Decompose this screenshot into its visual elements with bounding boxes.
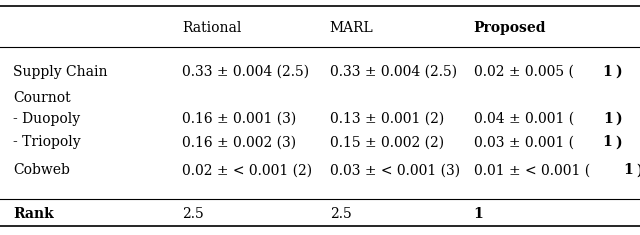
Text: Supply Chain: Supply Chain <box>13 65 108 79</box>
Text: Rank: Rank <box>13 207 54 221</box>
Text: ): ) <box>636 163 640 177</box>
Text: 0.15 ± 0.002 (2): 0.15 ± 0.002 (2) <box>330 135 444 149</box>
Text: 0.13 ± 0.001 (2): 0.13 ± 0.001 (2) <box>330 112 444 126</box>
Text: MARL: MARL <box>330 21 373 35</box>
Text: 0.33 ± 0.004 (2.5): 0.33 ± 0.004 (2.5) <box>182 65 310 79</box>
Text: 1: 1 <box>602 65 612 79</box>
Text: 1: 1 <box>603 135 612 149</box>
Text: 0.02 ± 0.005 (: 0.02 ± 0.005 ( <box>474 65 573 79</box>
Text: 0.33 ± 0.004 (2.5): 0.33 ± 0.004 (2.5) <box>330 65 457 79</box>
Text: 0.04 ± 0.001 (: 0.04 ± 0.001 ( <box>474 112 573 126</box>
Text: 1: 1 <box>623 163 633 177</box>
Text: ): ) <box>615 135 622 149</box>
Text: 0.02 ± < 0.001 (2): 0.02 ± < 0.001 (2) <box>182 163 312 177</box>
Text: Cobweb: Cobweb <box>13 163 70 177</box>
Text: 1: 1 <box>474 207 483 221</box>
Text: Proposed: Proposed <box>474 21 546 35</box>
Text: 1: 1 <box>603 112 612 126</box>
Text: Rational: Rational <box>182 21 242 35</box>
Text: ): ) <box>616 112 622 126</box>
Text: 0.03 ± < 0.001 (3): 0.03 ± < 0.001 (3) <box>330 163 460 177</box>
Text: - Duopoly: - Duopoly <box>13 112 80 126</box>
Text: Cournot: Cournot <box>13 90 70 105</box>
Text: - Triopoly: - Triopoly <box>13 135 81 149</box>
Text: 0.16 ± 0.002 (3): 0.16 ± 0.002 (3) <box>182 135 296 149</box>
Text: 0.16 ± 0.001 (3): 0.16 ± 0.001 (3) <box>182 112 297 126</box>
Text: 0.01 ± < 0.001 (: 0.01 ± < 0.001 ( <box>474 163 589 177</box>
Text: 2.5: 2.5 <box>330 207 351 221</box>
Text: 0.03 ± 0.001 (: 0.03 ± 0.001 ( <box>474 135 573 149</box>
Text: 2.5: 2.5 <box>182 207 204 221</box>
Text: ): ) <box>615 65 621 79</box>
